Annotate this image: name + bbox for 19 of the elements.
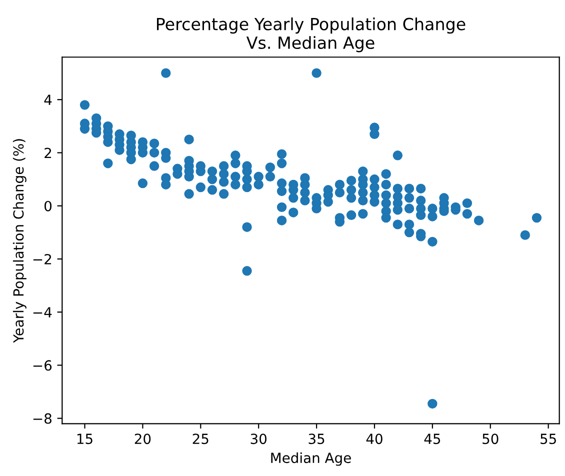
y-tick-label: −2 [33, 254, 52, 264]
x-tick-label: 40 [366, 434, 382, 444]
x-tick-label: 20 [134, 434, 151, 444]
chart-title: Percentage Yearly Population Change Vs. Median Age [156, 17, 466, 52]
x-tick-label: 50 [482, 434, 498, 444]
x-axis-title: Median Age [271, 452, 351, 466]
x-tick-label: 45 [424, 434, 440, 444]
y-tick-label: 4 [44, 94, 52, 105]
x-tick-label: 35 [308, 434, 324, 444]
y-tick-label: −6 [33, 360, 52, 371]
y-tick-label: −4 [33, 307, 52, 318]
x-tick-label: 15 [77, 434, 92, 444]
x-tick-label: 55 [540, 434, 556, 444]
y-tick-label: −8 [33, 413, 52, 424]
y-axis-title: Yearly Population Change (%) [12, 139, 26, 343]
y-tick-label: 2 [44, 148, 52, 158]
x-tick-label: 25 [192, 434, 208, 444]
y-tick-label: 0 [44, 200, 52, 212]
x-tick-label: 30 [250, 434, 267, 444]
